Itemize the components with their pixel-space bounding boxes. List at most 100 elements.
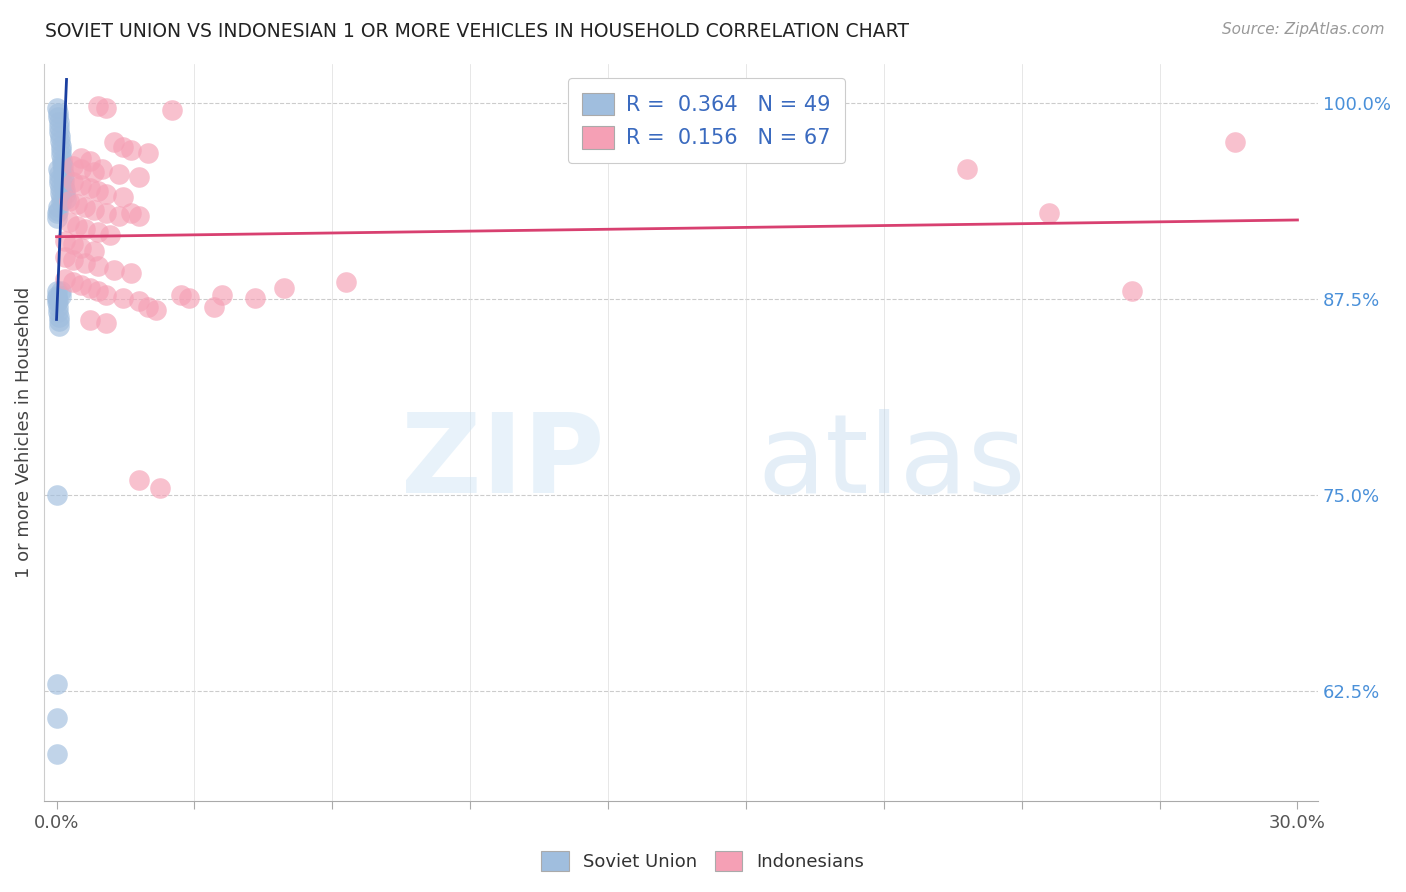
- Point: [55, 192, 77, 206]
- Point: [46, 293, 69, 308]
- Point: [48, 124, 70, 138]
- Point: [62, 175, 84, 189]
- Point: [87, 184, 110, 198]
- Point: [62, 159, 84, 173]
- Point: [46, 211, 69, 225]
- Point: [128, 169, 150, 184]
- Point: [45, 676, 67, 690]
- Point: [70, 151, 93, 165]
- Point: [111, 140, 134, 154]
- Point: [202, 300, 225, 314]
- Point: [75, 221, 97, 235]
- Point: [75, 200, 97, 214]
- Point: [52, 169, 75, 183]
- Point: [103, 136, 125, 150]
- Point: [111, 291, 134, 305]
- Point: [87, 260, 110, 274]
- Point: [51, 148, 73, 162]
- Point: [46, 111, 69, 125]
- Point: [46, 300, 69, 314]
- Point: [169, 287, 191, 301]
- Point: [70, 278, 93, 293]
- Point: [49, 195, 72, 210]
- Point: [70, 162, 93, 177]
- Point: [49, 129, 72, 144]
- Point: [120, 206, 142, 220]
- Y-axis label: 1 or more Vehicles in Household: 1 or more Vehicles in Household: [15, 287, 32, 578]
- Point: [46, 105, 69, 120]
- Point: [46, 101, 69, 115]
- Point: [177, 291, 200, 305]
- Legend: R =  0.364   N = 49, R =  0.156   N = 67: R = 0.364 N = 49, R = 0.156 N = 67: [568, 78, 845, 163]
- Text: Source: ZipAtlas.com: Source: ZipAtlas.com: [1222, 22, 1385, 37]
- Point: [46, 162, 69, 177]
- Point: [96, 287, 118, 301]
- Point: [145, 303, 167, 318]
- Point: [83, 202, 105, 217]
- Point: [45, 291, 67, 305]
- Point: [103, 262, 125, 277]
- Point: [107, 167, 129, 181]
- Point: [243, 291, 266, 305]
- Point: [48, 171, 70, 186]
- Text: SOVIET UNION VS INDONESIAN 1 OR MORE VEHICLES IN HOUSEHOLD CORRELATION CHART: SOVIET UNION VS INDONESIAN 1 OR MORE VEH…: [45, 22, 910, 41]
- Point: [98, 227, 121, 242]
- Point: [128, 209, 150, 223]
- Point: [46, 305, 69, 319]
- Point: [48, 318, 70, 333]
- Point: [49, 190, 72, 204]
- Point: [53, 182, 76, 196]
- Point: [79, 281, 101, 295]
- Point: [45, 285, 67, 299]
- Point: [955, 162, 977, 177]
- Point: [48, 176, 70, 190]
- Point: [48, 314, 70, 328]
- Point: [62, 253, 84, 268]
- Point: [136, 300, 159, 314]
- Point: [66, 196, 89, 211]
- Point: [1225, 136, 1247, 150]
- Point: [53, 272, 76, 286]
- Point: [96, 316, 118, 330]
- Point: [335, 275, 357, 289]
- Point: [58, 194, 80, 208]
- Point: [79, 181, 101, 195]
- Point: [107, 209, 129, 223]
- Point: [46, 295, 69, 310]
- Point: [49, 181, 72, 195]
- Point: [52, 173, 75, 187]
- Point: [149, 481, 172, 495]
- Point: [87, 99, 110, 113]
- Point: [45, 488, 67, 502]
- Point: [45, 206, 67, 220]
- Point: [1038, 206, 1060, 220]
- Point: [273, 281, 295, 295]
- Point: [128, 293, 150, 308]
- Point: [51, 153, 73, 167]
- Point: [52, 163, 75, 178]
- Point: [111, 190, 134, 204]
- Point: [70, 241, 93, 255]
- Text: atlas: atlas: [758, 409, 1026, 516]
- Point: [53, 187, 76, 202]
- Point: [49, 138, 72, 153]
- Point: [83, 165, 105, 179]
- Point: [48, 115, 70, 129]
- Point: [46, 289, 69, 303]
- Point: [51, 157, 73, 171]
- Point: [120, 144, 142, 158]
- Point: [48, 167, 70, 181]
- Point: [1121, 285, 1143, 299]
- Point: [79, 312, 101, 326]
- Point: [66, 219, 89, 233]
- Point: [75, 256, 97, 270]
- Point: [46, 204, 69, 219]
- Point: [136, 146, 159, 161]
- Legend: Soviet Union, Indonesians: Soviet Union, Indonesians: [534, 844, 872, 879]
- Point: [96, 206, 118, 220]
- Point: [83, 244, 105, 258]
- Point: [162, 103, 184, 117]
- Point: [96, 187, 118, 202]
- Point: [46, 200, 69, 214]
- Point: [87, 285, 110, 299]
